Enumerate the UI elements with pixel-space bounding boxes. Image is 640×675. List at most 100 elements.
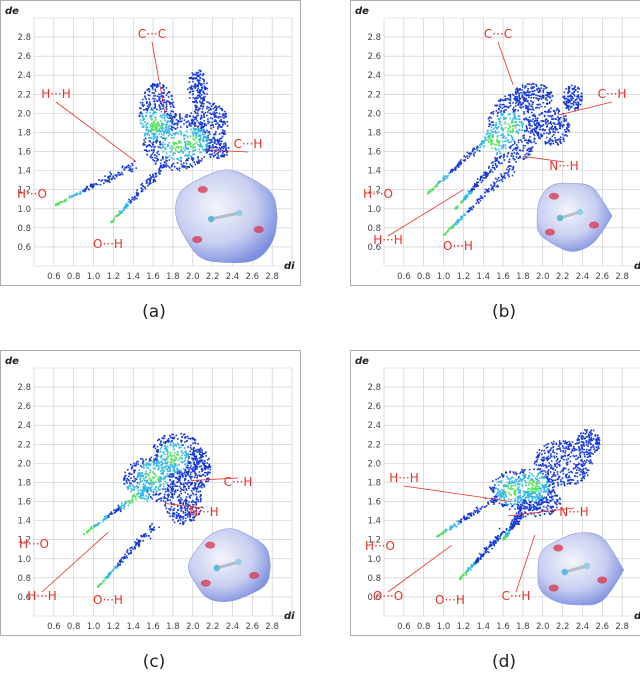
leader-line: [557, 101, 613, 116]
data-point: [504, 95, 506, 98]
data-point: [496, 539, 499, 542]
data-point: [214, 119, 217, 121]
data-point: [187, 454, 190, 456]
data-point: [92, 183, 95, 185]
data-point: [460, 522, 462, 524]
data-point: [197, 156, 199, 159]
data-point: [204, 135, 207, 138]
data-point: [475, 183, 477, 186]
data-point: [528, 127, 531, 130]
data-point: [182, 467, 185, 470]
data-point: [162, 441, 165, 444]
data-point: [214, 154, 217, 156]
data-point: [219, 137, 221, 140]
data-point: [203, 462, 206, 465]
data-point: [190, 85, 193, 87]
y-tick-label: 1.8: [367, 478, 381, 488]
data-point: [501, 491, 504, 494]
data-point: [141, 489, 144, 492]
data-point: [146, 109, 149, 112]
data-point: [507, 171, 510, 173]
data-point: [222, 129, 224, 132]
data-point: [186, 143, 189, 146]
data-point: [63, 199, 66, 202]
data-point: [478, 202, 480, 204]
data-point: [536, 97, 539, 100]
data-point: [176, 481, 178, 484]
data-point: [548, 92, 551, 94]
data-point: [135, 197, 137, 200]
data-point: [206, 105, 209, 108]
data-point: [128, 169, 130, 172]
data-point: [172, 459, 175, 461]
data-point: [150, 531, 152, 533]
data-point: [162, 127, 165, 130]
data-point: [443, 531, 446, 534]
data-point: [202, 126, 205, 128]
data-point: [164, 475, 167, 478]
data-point: [159, 164, 162, 167]
data-point: [193, 149, 196, 152]
data-point: [197, 463, 200, 466]
data-point: [560, 116, 562, 119]
data-point: [198, 107, 201, 110]
data-point: [151, 129, 154, 131]
data-point: [166, 450, 169, 453]
data-point: [550, 139, 553, 142]
data-point: [433, 186, 436, 189]
data-point: [497, 537, 499, 540]
data-point: [155, 172, 157, 175]
data-point: [181, 435, 184, 438]
data-point: [196, 480, 198, 483]
data-point: [482, 177, 485, 179]
data-point: [169, 434, 171, 437]
data-point: [198, 81, 201, 84]
data-point: [167, 129, 169, 132]
data-point: [207, 101, 210, 104]
data-point: [530, 141, 533, 144]
data-point: [207, 145, 209, 147]
data-point: [178, 469, 181, 471]
data-point: [164, 501, 167, 503]
data-point: [120, 558, 122, 561]
data-point: [164, 462, 167, 465]
data-point: [146, 466, 148, 469]
data-point: [574, 85, 576, 87]
data-point: [165, 108, 168, 110]
data-point: [517, 152, 520, 155]
data-point: [485, 171, 488, 174]
data-point: [191, 72, 194, 74]
data-point: [562, 137, 565, 139]
data-point: [531, 114, 534, 117]
data-point: [193, 161, 195, 164]
data-point: [577, 95, 580, 98]
data-point: [490, 143, 493, 146]
data-point: [200, 94, 203, 96]
data-point: [502, 136, 505, 139]
data-point: [153, 149, 155, 152]
data-point: [166, 510, 169, 513]
contact-label: N···H: [549, 159, 578, 173]
data-point: [159, 488, 162, 491]
data-point: [548, 142, 551, 145]
x-tick-label: 0.8: [417, 622, 431, 632]
data-point: [523, 134, 525, 137]
data-point: [156, 95, 159, 97]
data-point: [194, 142, 196, 145]
data-point: [169, 436, 172, 439]
data-point: [567, 100, 569, 103]
data-point: [95, 524, 98, 527]
data-point: [501, 107, 504, 110]
data-point: [142, 483, 145, 485]
data-point: [159, 497, 162, 500]
data-point: [162, 472, 164, 474]
data-point: [164, 480, 167, 483]
data-point: [204, 139, 207, 142]
data-point: [523, 137, 525, 139]
data-point: [191, 158, 193, 161]
data-point: [163, 101, 166, 104]
data-point: [159, 126, 161, 128]
data-point: [488, 136, 491, 138]
data-point: [202, 131, 205, 134]
data-point: [164, 453, 166, 455]
